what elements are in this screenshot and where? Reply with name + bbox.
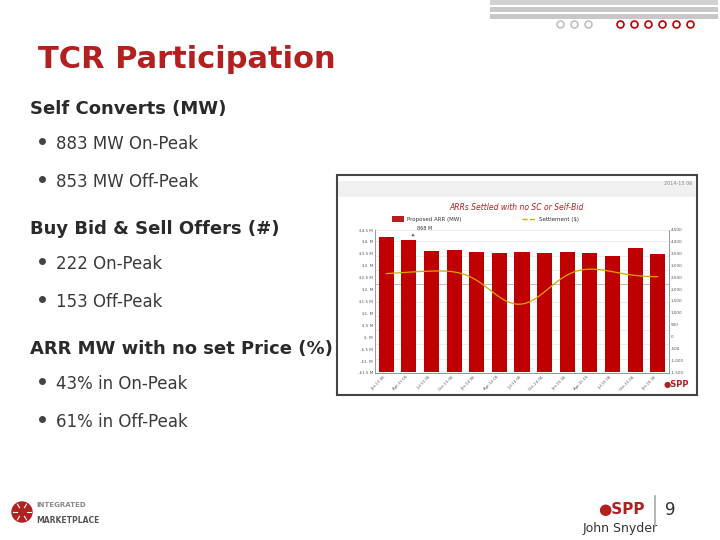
Text: Apr-15 06: Apr-15 06	[574, 375, 590, 391]
Text: 4,000: 4,000	[671, 240, 683, 244]
Text: 1,000: 1,000	[671, 312, 683, 315]
Text: TCR Participation: TCR Participation	[38, 45, 336, 74]
Text: -500: -500	[671, 347, 680, 351]
Bar	[337, 175, 697, 395]
Text: ARRs Settled with no SC or Self-Bid: ARRs Settled with no SC or Self-Bid	[450, 203, 584, 212]
Text: INTEGRATED: INTEGRATED	[36, 502, 86, 508]
Bar	[582, 253, 598, 372]
Text: 2,500: 2,500	[671, 275, 683, 280]
Text: 1,500: 1,500	[671, 300, 683, 303]
Text: $2. M: $2. M	[361, 288, 373, 292]
Text: 3,000: 3,000	[671, 264, 683, 268]
Text: 2014-15 06: 2014-15 06	[664, 181, 692, 186]
Text: Oct-13 06: Oct-13 06	[438, 375, 454, 392]
Bar	[469, 252, 485, 372]
Text: 0: 0	[671, 335, 674, 339]
Bar	[490, 0, 718, 5]
Text: -1,000: -1,000	[671, 359, 684, 363]
Text: 10% of ARRs Still in this Category: 10% of ARRs Still in this Category	[345, 181, 544, 191]
Text: Apr-13 06: Apr-13 06	[392, 375, 409, 392]
Text: 222 On-Peak: 222 On-Peak	[56, 255, 162, 273]
Text: 500: 500	[671, 323, 679, 327]
Text: Apr-14 06: Apr-14 06	[483, 375, 500, 392]
Text: 43% in On-Peak: 43% in On-Peak	[56, 375, 187, 393]
Bar	[401, 240, 416, 372]
Text: Jul-13 06: Jul-13 06	[416, 375, 431, 390]
Bar	[515, 252, 529, 372]
Circle shape	[12, 502, 32, 522]
Text: ●SPP: ●SPP	[598, 503, 644, 517]
Bar	[379, 237, 394, 372]
Text: $. M: $. M	[364, 335, 373, 339]
Text: MARKETPLACE: MARKETPLACE	[36, 516, 99, 525]
Text: -$1. M: -$1. M	[361, 359, 373, 363]
Text: 61% in Off-Peak: 61% in Off-Peak	[56, 413, 188, 431]
Text: Jan-13 06: Jan-13 06	[370, 375, 387, 391]
Text: -$.5 M: -$.5 M	[360, 347, 373, 351]
Bar	[492, 253, 507, 372]
Text: Jul-14 06: Jul-14 06	[507, 375, 522, 390]
Bar	[392, 216, 404, 222]
Text: Buy Bid & Sell Offers (#): Buy Bid & Sell Offers (#)	[30, 220, 279, 238]
Text: 153 Off-Peak: 153 Off-Peak	[56, 293, 163, 311]
Text: 868 M: 868 M	[412, 226, 432, 236]
Text: Jan-14 06: Jan-14 06	[461, 375, 477, 391]
Text: -1,500: -1,500	[671, 371, 684, 375]
Text: Jul-15 06: Jul-15 06	[598, 375, 613, 390]
Text: $4.5 M: $4.5 M	[359, 228, 373, 232]
Bar	[490, 14, 718, 19]
Text: Self Converts (MW): Self Converts (MW)	[30, 100, 226, 118]
Text: $3. M: $3. M	[361, 264, 373, 268]
Text: $4. M: $4. M	[362, 240, 373, 244]
Text: Jan-15 06: Jan-15 06	[552, 375, 567, 391]
Text: 883 MW On-Peak: 883 MW On-Peak	[56, 135, 198, 153]
Text: $3.5 M: $3.5 M	[359, 252, 373, 256]
Text: $1. M: $1. M	[362, 312, 373, 315]
Bar	[446, 249, 462, 372]
Text: John Snyder: John Snyder	[582, 522, 657, 535]
Text: 3,500: 3,500	[671, 252, 683, 256]
Text: 853 MW Off-Peak: 853 MW Off-Peak	[56, 173, 199, 191]
Bar	[605, 256, 620, 372]
Text: Settlement ($): Settlement ($)	[539, 217, 579, 221]
Bar	[650, 254, 665, 372]
Bar	[628, 248, 643, 372]
Bar	[537, 253, 552, 372]
Bar	[424, 251, 439, 372]
Text: Oct-14 06: Oct-14 06	[528, 375, 544, 392]
Text: 9: 9	[665, 501, 675, 519]
Bar	[559, 252, 575, 372]
Bar	[490, 7, 718, 12]
Text: Proposed ARR (MW): Proposed ARR (MW)	[407, 217, 462, 221]
Text: 2,000: 2,000	[671, 288, 683, 292]
Text: $2.5 M: $2.5 M	[359, 275, 373, 280]
Text: -$1.5 M: -$1.5 M	[358, 371, 373, 375]
Text: ●SPP: ●SPP	[664, 380, 689, 389]
Text: $1.5 M: $1.5 M	[359, 300, 373, 303]
Bar	[338, 181, 696, 197]
Text: $.5 M: $.5 M	[361, 323, 373, 327]
Text: ARR MW with no set Price (%): ARR MW with no set Price (%)	[30, 340, 333, 358]
Text: Jan-16 06: Jan-16 06	[642, 375, 657, 391]
Text: 4,500: 4,500	[671, 228, 683, 232]
Text: Oct-15 06: Oct-15 06	[618, 375, 635, 392]
